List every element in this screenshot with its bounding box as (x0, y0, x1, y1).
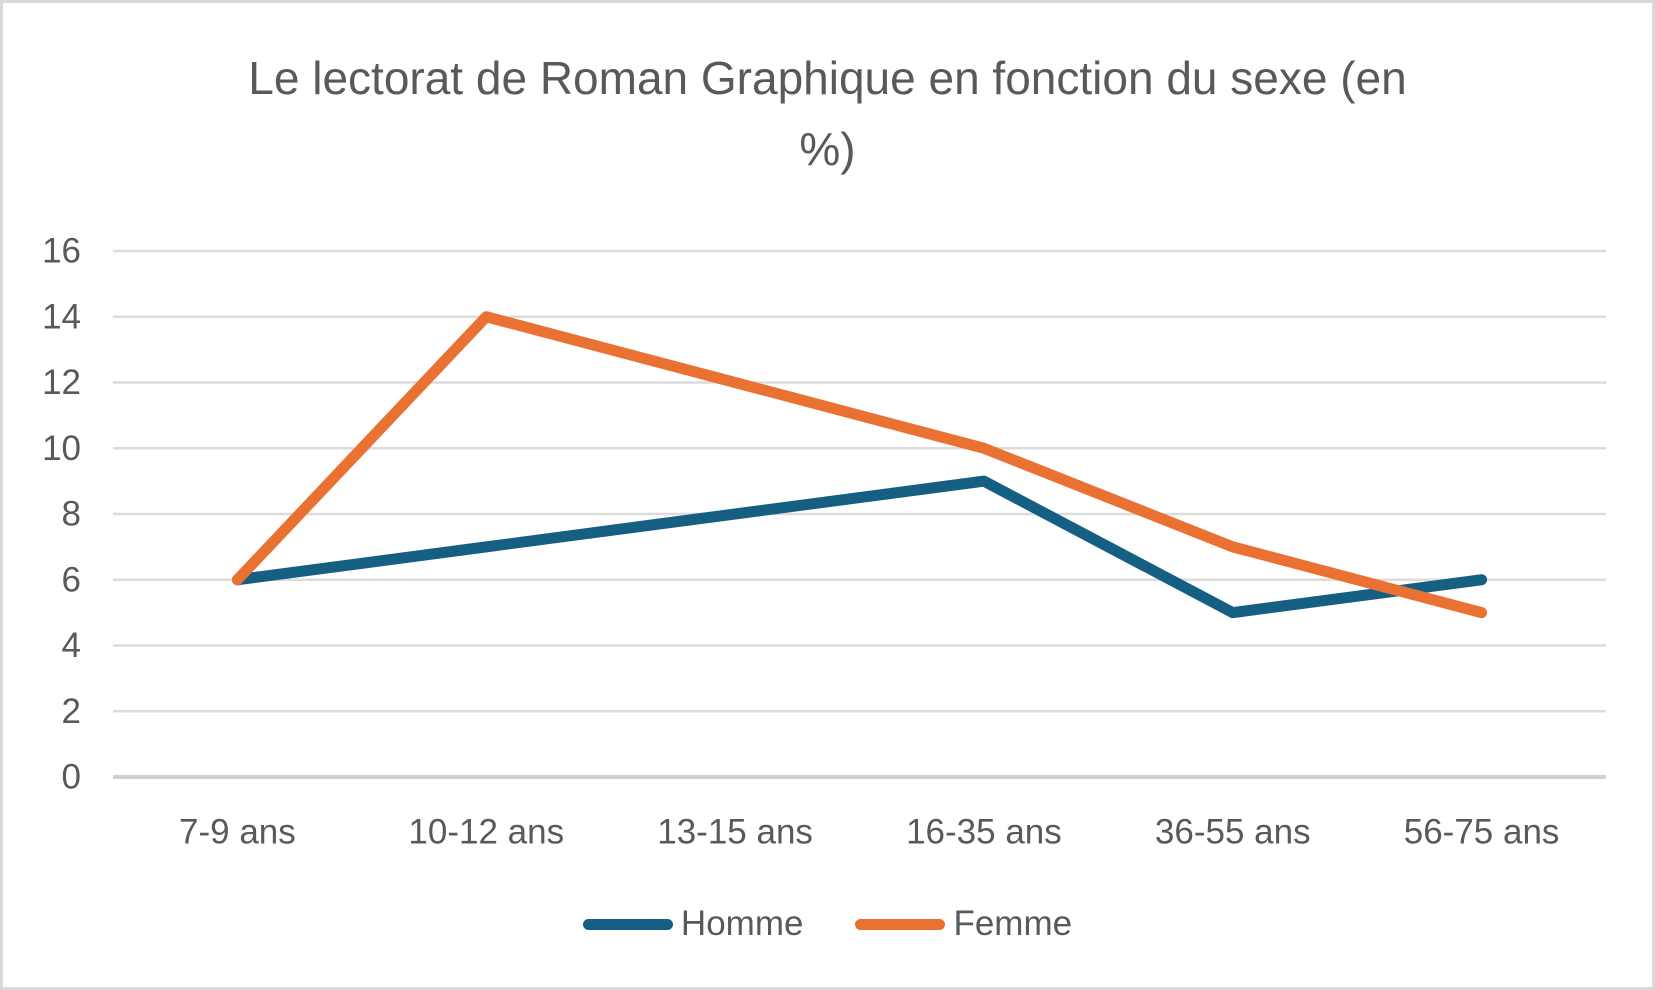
chart-title: Le lectorat de Roman Graphique en foncti… (248, 52, 1407, 176)
legend: Homme Femme (3, 896, 1652, 952)
y-tick-label: 8 (62, 495, 81, 534)
x-tick-label: 36-55 ans (1155, 813, 1311, 852)
y-tick-label: 6 (62, 560, 81, 599)
legend-marker-homme (582, 918, 673, 930)
y-tick-label: 14 (42, 297, 81, 336)
y-tick-label: 12 (42, 363, 81, 402)
y-tick-label: 0 (62, 758, 81, 797)
x-tick-label: 56-75 ans (1404, 813, 1560, 852)
x-tick-label: 7-9 ans (179, 813, 296, 852)
x-tick-label: 13-15 ans (657, 813, 813, 852)
series-line-homme (231, 475, 1488, 619)
x-tick-label: 10-12 ans (408, 813, 564, 852)
x-tick-label: 16-35 ans (906, 813, 1062, 852)
plot-area: 0 2 4 6 8 10 12 14 16 7-9 ans 10-12 ans 13-15 ans 16… (42, 232, 1606, 852)
legend-item-homme: Homme (582, 904, 804, 944)
legend-label-homme: Homme (680, 904, 804, 943)
legend-label-femme: Femme (953, 904, 1073, 943)
y-tick-label: 16 (42, 232, 81, 271)
legend-marker-femme (855, 918, 946, 930)
series-line-femme (231, 311, 1488, 619)
y-tick-label: 10 (42, 429, 81, 468)
legend-item-femme: Femme (855, 904, 1072, 944)
y-tick-label: 2 (62, 692, 81, 731)
y-tick-label: 4 (62, 626, 81, 665)
